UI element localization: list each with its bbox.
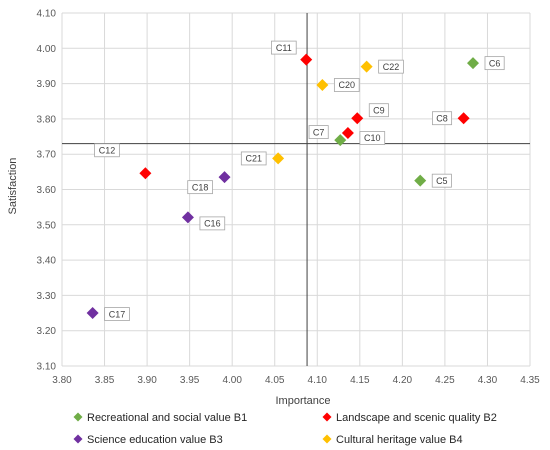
data-label: C18 [192, 182, 209, 192]
data-label-box [378, 59, 404, 74]
data-label-box [333, 78, 360, 92]
x-tick-label: 4.20 [393, 375, 413, 386]
data-label: C6 [489, 58, 501, 68]
data-point-c8 [457, 112, 470, 125]
legend-label: Cultural heritage value B4 [336, 434, 463, 446]
data-label: C16 [204, 219, 221, 229]
data-label: C9 [373, 105, 385, 115]
legend-marker [73, 412, 83, 422]
data-label-box [368, 103, 389, 118]
data-label-box [199, 216, 226, 231]
data-point-c20 [316, 79, 329, 92]
data-point-c7 [334, 134, 347, 147]
data-label-box [240, 151, 267, 166]
x-axis-title: Importance [275, 395, 330, 407]
x-tick-label: 4.35 [520, 375, 540, 386]
data-label-box [271, 40, 297, 55]
y-tick-label: 3.70 [37, 150, 57, 161]
y-tick-label: 4.00 [37, 44, 57, 55]
data-label: C5 [436, 176, 448, 186]
legend-marker [322, 434, 332, 444]
tick-labels: 3.80 3.85 3.90 3.95 4.00 4.05 4.10 4.15 4.20 4.25… [37, 9, 541, 387]
data-label: C17 [109, 309, 126, 319]
quadrant-lines [62, 13, 530, 366]
legend-marker [73, 434, 83, 444]
legend: Recreational and social value B1 Landscap… [73, 412, 497, 446]
legend-marker [322, 412, 332, 422]
data-point-c12 [139, 167, 152, 180]
x-tick-label: 3.80 [52, 375, 72, 386]
y-tick-label: 3.20 [37, 326, 57, 337]
data-points [86, 53, 479, 320]
data-label-box [484, 56, 505, 71]
legend-label: Science education value B3 [87, 434, 223, 446]
data-label: C21 [245, 154, 262, 164]
data-label-box [104, 307, 130, 321]
data-point-c11 [300, 53, 313, 66]
data-label: C12 [99, 145, 116, 155]
x-tick-label: 4.00 [222, 375, 242, 386]
x-tick-label: 4.25 [435, 375, 455, 386]
y-tick-label: 3.90 [37, 79, 57, 90]
x-tick-label: 4.05 [265, 375, 285, 386]
data-label: C11 [276, 43, 292, 53]
data-label: C10 [364, 133, 381, 143]
data-label-box [187, 180, 213, 195]
data-label: C7 [313, 127, 325, 137]
data-point-c9 [351, 112, 364, 125]
data-label-box [94, 143, 120, 158]
data-label-box [431, 173, 452, 188]
data-label-box [432, 111, 453, 126]
y-tick-label: 4.10 [37, 9, 57, 20]
x-tick-label: 3.95 [180, 375, 200, 386]
x-tick-label: 3.90 [137, 375, 157, 386]
x-tick-label: 3.85 [95, 375, 115, 386]
data-point-c6 [466, 57, 479, 70]
data-point-c17 [86, 307, 99, 320]
data-point-c22 [360, 60, 373, 73]
y-tick-label: 3.80 [37, 114, 57, 125]
data-point-c16 [181, 211, 194, 224]
x-tick-label: 4.30 [478, 375, 498, 386]
y-tick-label: 3.60 [37, 185, 57, 196]
data-label: C22 [383, 62, 400, 72]
data-point-c21 [272, 152, 285, 165]
grid [61, 12, 531, 367]
data-point-c10 [341, 127, 354, 140]
y-tick-label: 3.50 [37, 220, 57, 231]
y-axis-title: Satisfaction [7, 158, 19, 215]
data-label: C20 [339, 80, 356, 90]
legend-label: Recreational and social value B1 [87, 412, 247, 424]
data-point-c18 [218, 171, 231, 184]
y-tick-label: 3.10 [37, 362, 57, 373]
legend-label: Landscape and scenic quality B2 [336, 412, 497, 424]
y-tick-label: 3.40 [37, 256, 57, 267]
point-labels: C6 C5 C7 C11 C9 C10 C8 C12 C18 C16 C17 C22 C20 C21 [94, 40, 505, 321]
data-label-box [308, 125, 329, 139]
x-tick-label: 4.10 [308, 375, 328, 386]
data-point-c5 [414, 174, 427, 187]
data-label-box [359, 131, 386, 145]
y-tick-label: 3.30 [37, 291, 57, 302]
x-tick-label: 4.15 [350, 375, 370, 386]
data-label: C8 [436, 113, 448, 123]
